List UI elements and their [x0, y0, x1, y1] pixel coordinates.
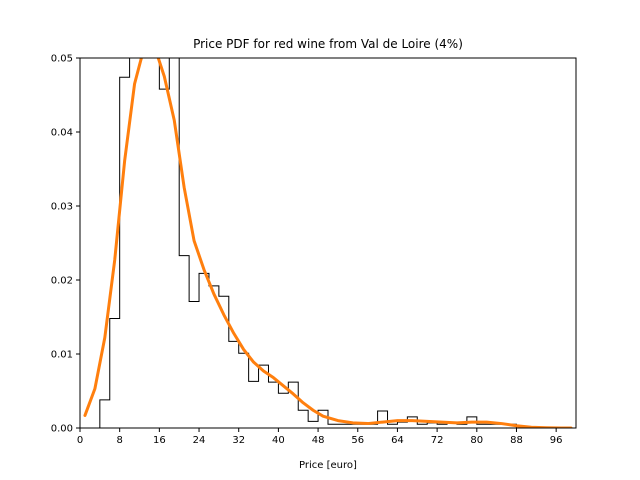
x-tick-label: 72	[431, 435, 444, 446]
x-tick-label: 40	[272, 435, 285, 446]
y-tick-label: 0.05	[51, 54, 73, 65]
kde-series	[83, 58, 573, 428]
x-tick-label: 80	[470, 435, 483, 446]
x-tick-label: 24	[193, 435, 206, 446]
chart-title: Price PDF for red wine from Val de Loire…	[193, 37, 463, 51]
y-tick-label: 0.04	[51, 128, 73, 139]
y-tick-label: 0.02	[51, 276, 73, 287]
y-tick-label: 0.03	[51, 202, 73, 213]
x-tick-label: 16	[153, 435, 166, 446]
x-tick-label: 8	[116, 435, 122, 446]
x-axis-label: Price [euro]	[299, 460, 357, 471]
x-tick-label: 48	[312, 435, 325, 446]
y-tick-label: 0.01	[51, 350, 73, 361]
x-tick-label: 96	[550, 435, 563, 446]
x-tick-label: 0	[77, 435, 83, 446]
y-axis: 0.00 0.01 0.02 0.03 0.04 0.05	[51, 54, 80, 435]
x-axis: 0 8 16 24 32 40 48 56 64 72 80 88 96	[77, 428, 563, 446]
histogram-series	[80, 58, 576, 428]
x-tick-label: 56	[351, 435, 364, 446]
x-tick-label: 88	[510, 435, 523, 446]
x-tick-label: 32	[232, 435, 245, 446]
y-tick-label: 0.00	[51, 424, 73, 435]
plot-frame	[79, 57, 577, 429]
x-tick-label: 64	[391, 435, 404, 446]
plot-area	[80, 58, 576, 428]
